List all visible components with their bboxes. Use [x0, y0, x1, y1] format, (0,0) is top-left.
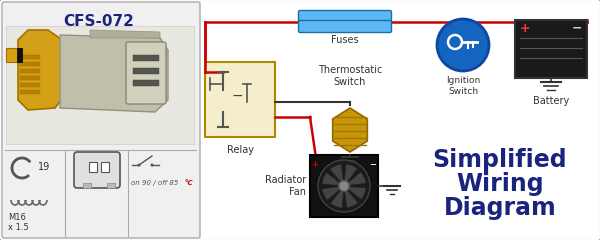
Text: Diagram: Diagram	[443, 196, 556, 220]
Wedge shape	[344, 186, 358, 208]
Bar	[20, 83, 40, 87]
Text: −: −	[231, 89, 243, 103]
Text: Radiator
Fan: Radiator Fan	[265, 175, 306, 197]
Wedge shape	[322, 186, 344, 200]
Bar	[83, 183, 91, 188]
Bar	[20, 62, 40, 66]
Text: M16
x 1.5: M16 x 1.5	[8, 213, 29, 232]
Wedge shape	[322, 173, 344, 186]
Bar	[133, 55, 159, 61]
FancyBboxPatch shape	[299, 11, 392, 23]
Circle shape	[318, 160, 370, 212]
Text: Relay: Relay	[227, 145, 254, 155]
Circle shape	[339, 181, 349, 191]
Text: on 90 / off 85: on 90 / off 85	[131, 180, 181, 186]
Wedge shape	[344, 164, 358, 186]
Bar	[310, 155, 378, 217]
Circle shape	[437, 19, 489, 71]
Text: Wiring: Wiring	[456, 172, 544, 196]
Text: Battery: Battery	[533, 96, 569, 106]
Bar	[515, 20, 587, 78]
Bar	[6, 48, 22, 62]
Bar	[20, 69, 40, 73]
Polygon shape	[90, 30, 160, 38]
Bar	[133, 80, 159, 86]
Bar	[133, 68, 159, 74]
Bar	[205, 62, 275, 137]
Circle shape	[151, 163, 154, 167]
Polygon shape	[60, 35, 168, 112]
Bar	[89, 162, 97, 172]
FancyBboxPatch shape	[299, 20, 392, 32]
Text: −: −	[572, 22, 582, 35]
FancyBboxPatch shape	[126, 42, 166, 104]
Wedge shape	[331, 186, 344, 208]
FancyBboxPatch shape	[2, 2, 200, 238]
Wedge shape	[344, 186, 366, 199]
Text: Ignition
Switch: Ignition Switch	[446, 76, 480, 96]
Text: 19: 19	[38, 162, 50, 172]
Bar	[20, 90, 40, 94]
Bar	[20, 55, 40, 59]
Circle shape	[137, 163, 140, 167]
Wedge shape	[344, 172, 366, 186]
Text: +: +	[311, 160, 319, 169]
FancyBboxPatch shape	[74, 152, 120, 188]
Text: Fuses: Fuses	[331, 35, 359, 45]
Polygon shape	[18, 30, 65, 110]
Text: +: +	[520, 22, 530, 35]
Bar	[6, 26, 194, 144]
Polygon shape	[332, 108, 367, 152]
Text: Thermostatic
Switch: Thermostatic Switch	[318, 66, 382, 87]
Text: Simplified: Simplified	[433, 148, 568, 172]
Bar	[17, 48, 22, 62]
Text: −: −	[370, 160, 377, 169]
Text: °C: °C	[184, 180, 193, 186]
Bar	[20, 76, 40, 80]
Wedge shape	[330, 164, 344, 186]
Bar	[107, 183, 115, 188]
Bar	[101, 162, 109, 172]
Text: CFS-072: CFS-072	[64, 14, 134, 29]
